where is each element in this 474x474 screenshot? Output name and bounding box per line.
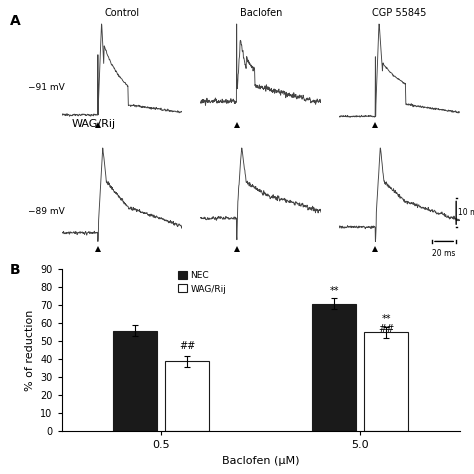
Text: WAG/Rij: WAG/Rij — [71, 118, 115, 128]
Title: CGP 55845: CGP 55845 — [372, 8, 427, 18]
Bar — [364, 332, 408, 431]
Title: Control: Control — [104, 8, 139, 18]
Bar — [113, 331, 157, 431]
Y-axis label: % of reduction: % of reduction — [25, 310, 35, 391]
Text: ##: ## — [179, 341, 195, 351]
Legend: NEC, WAG/Rij: NEC, WAG/Rij — [178, 271, 226, 293]
Text: B: B — [9, 263, 20, 277]
Text: **: ** — [329, 285, 339, 296]
Bar — [312, 304, 356, 431]
Text: A: A — [9, 14, 20, 28]
Text: 20 ms: 20 ms — [432, 248, 456, 257]
Bar — [165, 361, 209, 431]
Title: Baclofen: Baclofen — [239, 8, 282, 18]
X-axis label: Baclofen (μM): Baclofen (μM) — [222, 456, 300, 466]
Text: **: ** — [382, 314, 391, 324]
Text: −89 mV: −89 mV — [28, 207, 64, 216]
Text: −91 mV: −91 mV — [28, 83, 64, 92]
Text: 10 mV: 10 mV — [458, 208, 474, 217]
Text: ##: ## — [378, 324, 394, 334]
